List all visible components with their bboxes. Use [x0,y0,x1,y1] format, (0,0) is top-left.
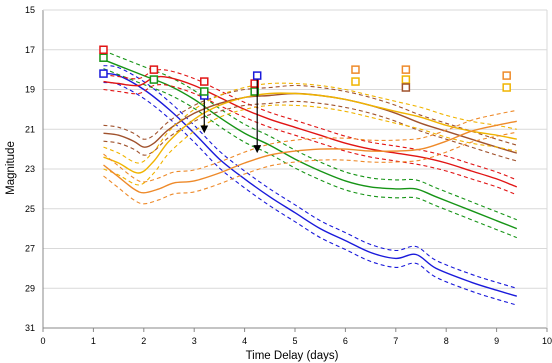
series-0-line [103,72,517,297]
data-marker [149,65,159,74]
series-5-upper-band [103,109,517,183]
y-tick-label: 23 [25,164,35,174]
x-tick-label: 8 [444,336,449,346]
data-marker [252,71,262,80]
series-5-line [103,120,517,194]
x-tick-label: 9 [494,336,499,346]
y-tick-label: 29 [25,283,35,293]
x-tick-label: 2 [141,336,146,346]
data-marker [250,87,259,96]
series-4-lower-band [103,104,517,186]
x-tick-label: 1 [91,336,96,346]
series-1-lower-band [103,68,518,239]
x-tick-label: 4 [242,336,247,346]
data-marker [502,71,511,80]
data-marker [401,83,411,92]
y-tick-label: 19 [25,85,35,95]
data-marker [200,87,209,96]
data-marker [149,75,159,84]
data-marker [401,75,411,84]
x-tick-label: 6 [343,336,348,346]
data-marker [401,65,411,74]
series-4-upper-band [103,82,517,164]
data-marker [200,77,209,86]
y-tick-label: 17 [25,45,35,55]
y-tick-label: 27 [25,244,35,254]
data-marker [99,45,108,54]
y-axis-label: Magnitude [5,141,17,195]
data-marker [250,79,259,88]
series-2-lower-band [103,83,517,196]
series-1-line [103,59,518,230]
x-tick-label: 7 [393,336,398,346]
x-axis-label: Time Delay (days) [246,350,339,362]
x-tick-label: 10 [542,336,552,346]
y-tick-label: 25 [25,204,35,214]
series-layer [103,50,518,306]
series-3-upper-band [103,84,517,146]
data-marker [99,69,108,78]
x-tick-label: 0 [40,336,45,346]
y-tick-label: 15 [25,5,35,15]
data-marker [351,77,360,86]
series-1-upper-band [103,50,517,221]
grid-lines [43,49,547,289]
series-0-upper-band [103,65,517,289]
data-marker [99,53,108,62]
x-tick-label: 5 [292,336,297,346]
y-tick-label: 31 [25,323,35,333]
arrow-layer [200,79,262,154]
marker-layer [99,45,511,100]
data-marker [502,83,511,92]
series-5-lower-band [103,131,517,205]
x-tick-label: 3 [192,336,197,346]
series-3-lower-band [103,100,517,162]
series-4-line [103,92,517,174]
series-0-lower-band [103,81,517,306]
data-marker [351,65,360,74]
y-tick-label: 21 [25,124,35,134]
